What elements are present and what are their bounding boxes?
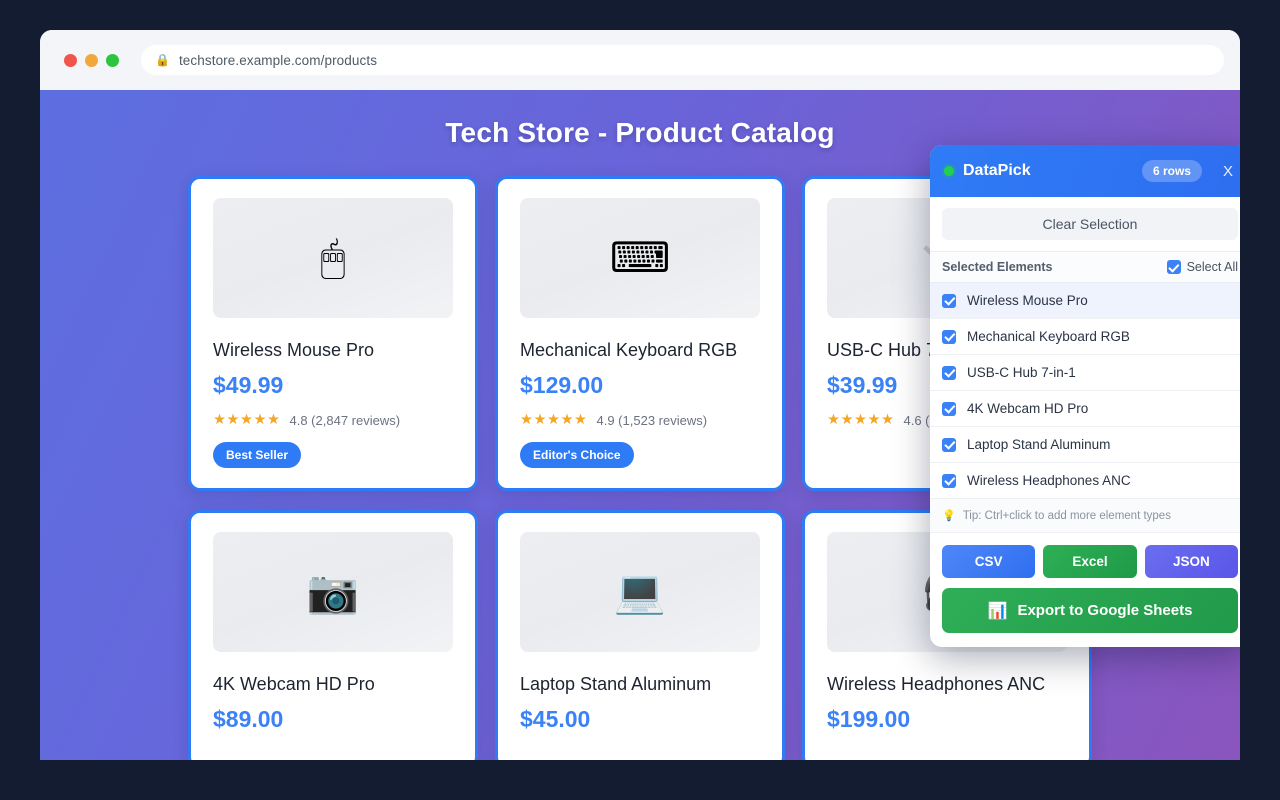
product-price: $39.99 bbox=[827, 372, 898, 398]
element-label: 4K Webcam HD Pro bbox=[967, 401, 1089, 416]
url-text: techstore.example.com/products bbox=[178, 52, 378, 68]
product-thumbnail: 📷 bbox=[213, 532, 453, 652]
export-excel-button[interactable]: Excel bbox=[1043, 545, 1137, 578]
laptop-icon: 💻 bbox=[613, 568, 667, 615]
product-card[interactable]: 💻 Laptop Stand Aluminum $45.00 bbox=[495, 510, 785, 760]
product-badge: Best Seller bbox=[213, 442, 302, 468]
traffic-lights bbox=[64, 53, 119, 67]
rows-count-badge: 6 rows bbox=[1141, 160, 1202, 182]
star-rating-icon: ★★★★★ bbox=[213, 412, 281, 428]
bar-chart-icon: 📊 bbox=[987, 602, 1008, 620]
export-csv-button[interactable]: CSV bbox=[942, 545, 1036, 578]
selected-elements-bar: Selected Elements Select All bbox=[930, 251, 1240, 283]
export-buttons-row: CSV Excel JSON bbox=[930, 533, 1240, 578]
list-item[interactable]: USB-C Hub 7-in-1 bbox=[930, 355, 1240, 391]
browser-window: 🔒 techstore.example.com/products Tech St… bbox=[40, 30, 1240, 760]
element-label: USB-C Hub 7-in-1 bbox=[967, 365, 1076, 380]
list-item[interactable]: 4K Webcam HD Pro bbox=[930, 391, 1240, 427]
product-price: $129.00 bbox=[520, 372, 604, 398]
selected-elements-label: Selected Elements bbox=[942, 260, 1053, 274]
element-label: Mechanical Keyboard RGB bbox=[967, 329, 1130, 344]
export-json-button[interactable]: JSON bbox=[1144, 545, 1238, 578]
maximize-window-button[interactable] bbox=[106, 53, 119, 67]
product-name: Laptop Stand Aluminum bbox=[520, 674, 712, 694]
element-label: Wireless Mouse Pro bbox=[967, 293, 1088, 308]
web-page: Tech Store - Product Catalog 🖱 Wireless … bbox=[40, 90, 1240, 760]
list-item[interactable]: Mechanical Keyboard RGB bbox=[930, 319, 1240, 355]
element-checkbox[interactable] bbox=[942, 365, 956, 380]
product-name: Wireless Headphones ANC bbox=[827, 674, 1046, 694]
product-rating: ★★★★★ 4.8 (2,847 reviews) bbox=[213, 412, 453, 428]
clear-selection-button[interactable]: Clear Selection bbox=[942, 208, 1238, 240]
status-dot-icon bbox=[944, 166, 954, 176]
tip-bar: 💡 Tip: Ctrl+click to add more element ty… bbox=[930, 499, 1240, 533]
selected-elements-list: Wireless Mouse Pro Mechanical Keyboard R… bbox=[930, 283, 1240, 499]
select-all-checkbox[interactable] bbox=[1166, 260, 1181, 274]
element-label: Wireless Headphones ANC bbox=[967, 473, 1131, 488]
product-card[interactable]: ⌨ Mechanical Keyboard RGB $129.00 ★★★★★ … bbox=[495, 176, 785, 491]
lightbulb-icon: 💡 bbox=[942, 510, 956, 522]
minimize-window-button[interactable] bbox=[85, 53, 98, 67]
element-checkbox[interactable] bbox=[942, 329, 956, 344]
star-rating-icon: ★★★★★ bbox=[520, 412, 588, 428]
product-card[interactable]: 🖱 Wireless Mouse Pro $49.99 ★★★★★ 4.8 (2… bbox=[188, 176, 478, 491]
select-all-toggle[interactable]: Select All bbox=[1166, 260, 1238, 274]
datapick-header: DataPick 6 rows X bbox=[930, 145, 1240, 197]
element-label: Laptop Stand Aluminum bbox=[967, 437, 1111, 452]
element-checkbox[interactable] bbox=[942, 473, 956, 488]
list-item[interactable]: Wireless Headphones ANC bbox=[930, 463, 1240, 499]
keyboard-icon: ⌨ bbox=[609, 234, 671, 281]
product-name: Wireless Mouse Pro bbox=[213, 340, 375, 360]
product-price: $45.00 bbox=[520, 706, 591, 732]
product-thumbnail: ⌨ bbox=[520, 198, 760, 318]
product-name: Mechanical Keyboard RGB bbox=[520, 340, 738, 360]
datapick-title: DataPick bbox=[963, 162, 1031, 179]
list-item[interactable]: Laptop Stand Aluminum bbox=[930, 427, 1240, 463]
product-badge: Editor's Choice bbox=[520, 442, 634, 468]
star-rating-icon: ★★★★★ bbox=[827, 412, 895, 428]
lock-icon: 🔒 bbox=[155, 53, 170, 67]
close-window-button[interactable] bbox=[64, 53, 77, 67]
url-bar[interactable]: 🔒 techstore.example.com/products bbox=[141, 45, 1224, 75]
element-checkbox[interactable] bbox=[942, 293, 956, 308]
product-price: $199.00 bbox=[827, 706, 911, 732]
product-name: 4K Webcam HD Pro bbox=[213, 674, 375, 694]
close-icon[interactable]: X bbox=[1222, 162, 1233, 180]
export-google-sheets-button[interactable]: 📊 Export to Google Sheets bbox=[942, 588, 1238, 633]
product-thumbnail: 🖱 bbox=[213, 198, 453, 318]
tip-text: Tip: Ctrl+click to add more element type… bbox=[962, 509, 1171, 522]
page-title: Tech Store - Product Catalog bbox=[445, 117, 835, 148]
browser-chrome: 🔒 techstore.example.com/products bbox=[40, 30, 1240, 90]
element-checkbox[interactable] bbox=[942, 437, 956, 452]
review-count: 4.9 (1,523 reviews) bbox=[596, 412, 708, 428]
camera-icon: 📷 bbox=[306, 568, 360, 615]
element-checkbox[interactable] bbox=[942, 401, 956, 416]
product-rating: ★★★★★ 4.9 (1,523 reviews) bbox=[520, 412, 760, 428]
computer-mouse-icon: 🖱 bbox=[320, 234, 346, 281]
review-count: 4.8 (2,847 reviews) bbox=[289, 412, 401, 428]
product-thumbnail: 💻 bbox=[520, 532, 760, 652]
product-card[interactable]: 📷 4K Webcam HD Pro $89.00 bbox=[188, 510, 478, 760]
list-item[interactable]: Wireless Mouse Pro bbox=[930, 283, 1240, 319]
select-all-label: Select All bbox=[1186, 260, 1238, 274]
export-google-sheets-label: Export to Google Sheets bbox=[1017, 602, 1193, 619]
datapick-panel: DataPick 6 rows X Clear Selection Select… bbox=[930, 145, 1240, 647]
product-price: $89.00 bbox=[213, 706, 284, 732]
product-price: $49.99 bbox=[213, 372, 284, 398]
